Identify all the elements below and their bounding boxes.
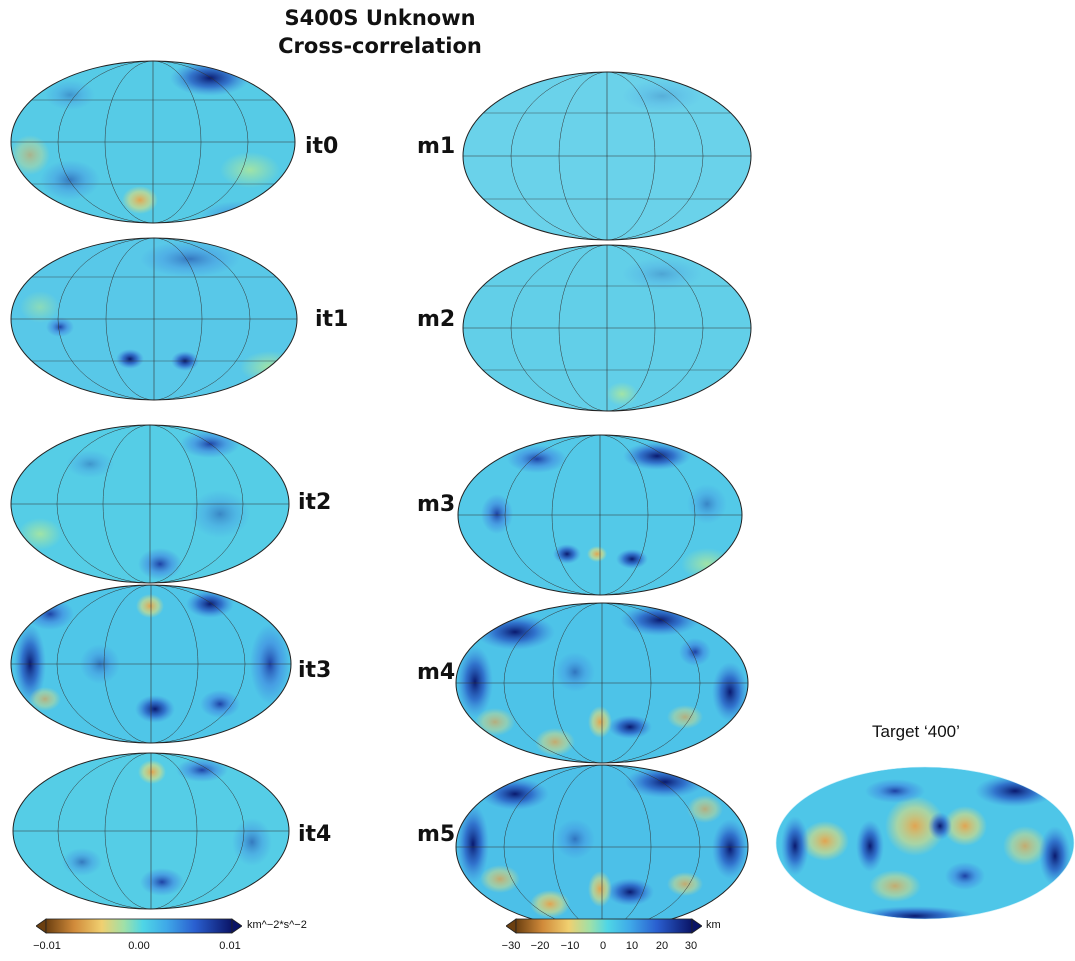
map-it2: [10, 424, 290, 584]
map-it0: [10, 60, 296, 224]
colorbar-right-tick: −30: [501, 940, 521, 952]
colorbar-right-tick: 20: [655, 940, 669, 952]
map-target: [775, 766, 1075, 920]
colorbar-right-tick: 0: [599, 940, 607, 952]
map-m1: [462, 71, 752, 241]
map-m4: [455, 602, 749, 764]
colorbar-left-tick: −0.01: [33, 940, 61, 952]
colorbar-right-tick: −10: [560, 940, 580, 952]
map-m3: [457, 434, 743, 596]
label-m2: m2: [417, 307, 456, 332]
figure-title-line1: S400S Unknown: [284, 6, 476, 30]
colorbar-left-tick: 0.00: [128, 940, 150, 952]
label-m1: m1: [417, 134, 456, 159]
figure-title-line2: Cross-correlation: [278, 34, 482, 58]
colorbar-left: [36, 918, 242, 934]
label-it2: it2: [298, 490, 332, 515]
colorbar-right-unit: km: [706, 919, 721, 931]
label-m3: m3: [417, 492, 456, 517]
label-m5: m5: [417, 822, 456, 847]
map-m5: [455, 764, 749, 930]
label-it3: it3: [298, 658, 332, 683]
map-it4: [12, 752, 290, 910]
label-it0: it0: [305, 134, 339, 159]
colorbar-right-tick: −20: [530, 940, 550, 952]
colorbar-left-unit: km^−2*s^−2: [247, 919, 307, 931]
label-m4: m4: [417, 660, 456, 685]
map-it1: [10, 237, 298, 401]
map-it3: [10, 584, 292, 744]
label-target: Target ‘400’: [872, 722, 960, 741]
label-it1: it1: [315, 307, 349, 332]
colorbar-left-tick: 0.01: [219, 940, 241, 952]
label-it4: it4: [298, 822, 332, 847]
colorbar-right-tick: 30: [684, 940, 698, 952]
map-m2: [462, 244, 752, 412]
colorbar-right-tick: 10: [625, 940, 639, 952]
colorbar-right: [506, 918, 702, 934]
